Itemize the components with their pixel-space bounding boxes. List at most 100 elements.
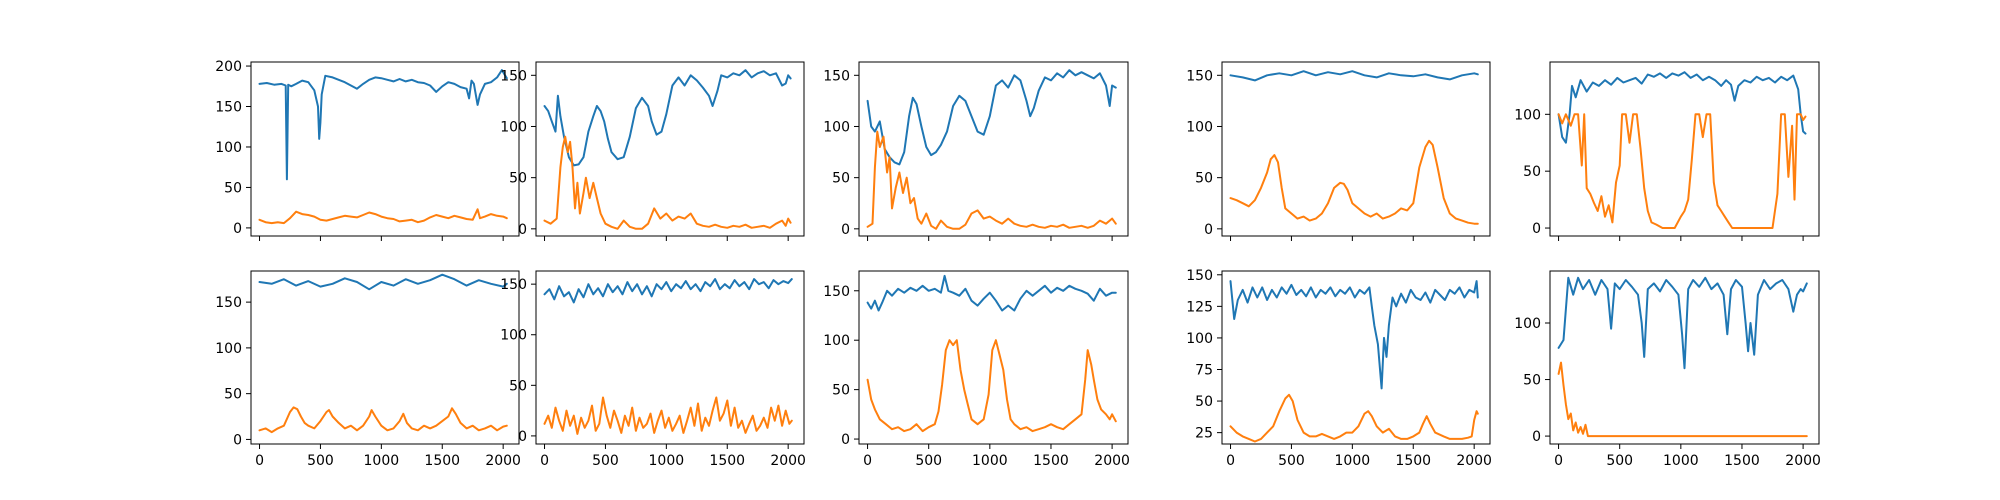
subplot-5-series-1-line (1557, 71, 1807, 144)
y-tick-label: 150 (1186, 268, 1213, 284)
x-tick-label: 1000 (649, 453, 685, 469)
y-tick-label: 100 (1186, 119, 1213, 135)
x-tick-label: 2000 (1785, 453, 1821, 469)
y-tick-label: 25 (1195, 426, 1213, 442)
subplot-10-series-2-line (1557, 361, 1808, 438)
y-tick-label: 150 (823, 68, 850, 84)
subplot-3-series-2-line (866, 130, 1117, 230)
subplot-3-axes-frame (858, 61, 1129, 237)
y-tick-label: 125 (1186, 299, 1213, 315)
y-tick-label: 0 (1532, 429, 1541, 445)
subplot-8-series-1-line (866, 274, 1117, 312)
y-tick-label: 100 (500, 119, 527, 135)
x-tick-label: 1500 (1033, 453, 1069, 469)
subplot-6-series-2-line (258, 406, 508, 434)
y-tick-label: 100 (215, 140, 242, 156)
subplot-3: 0 50 100 150 (823, 61, 1129, 241)
subplot-9-series-1-line (1229, 280, 1479, 390)
subplot-1-axes-frame (250, 61, 520, 237)
subplot-8-series-2-line (866, 339, 1117, 433)
y-tick-label: 100 (1514, 107, 1541, 123)
subplot-2-axes-frame (535, 61, 805, 237)
subplot-4-series-1-line (1229, 70, 1479, 82)
subplot-5-series-2-line (1557, 113, 1807, 229)
y-tick-label: 75 (1195, 362, 1213, 378)
subplot-4-series-2-line (1229, 139, 1479, 225)
y-tick-label: 150 (1186, 68, 1213, 84)
subplot-6-axes-frame (250, 270, 520, 445)
subplot-4: 0 50 100 150 (1186, 61, 1491, 241)
subplot-2-series-1-line (543, 69, 792, 167)
x-tick-label: 2000 (770, 453, 806, 469)
x-tick-label: 500 (915, 453, 942, 469)
y-tick-label: 0 (1532, 221, 1541, 237)
subplot-5-axes-frame (1549, 61, 1820, 237)
y-tick-label: 100 (823, 119, 850, 135)
y-tick-label: 150 (215, 100, 242, 116)
x-tick-label: 0 (255, 453, 264, 469)
y-tick-label: 50 (1195, 394, 1213, 410)
x-tick-label: 1500 (424, 453, 460, 469)
subplot-10-axes-frame (1549, 270, 1820, 445)
y-tick-label: 0 (1204, 222, 1213, 238)
y-tick-label: 0 (841, 222, 850, 238)
subplot-10-series-1-line (1557, 276, 1808, 370)
x-tick-label: 1000 (1663, 453, 1699, 469)
y-tick-label: 50 (1523, 373, 1541, 389)
subplot-1-series-1-line (258, 69, 508, 181)
subplot-2: 0 50 100 150 (500, 61, 805, 241)
x-tick-label: 0 (863, 453, 872, 469)
y-tick-label: 100 (500, 328, 527, 344)
subplot-3-series-1-line (866, 69, 1117, 166)
x-tick-label: 1000 (1335, 453, 1371, 469)
y-tick-label: 0 (841, 432, 850, 448)
subplot-5: 0 50 100 (1514, 61, 1820, 241)
y-tick-label: 150 (500, 68, 527, 84)
subplot-9-axes-frame (1221, 270, 1491, 445)
x-tick-label: 1000 (972, 453, 1008, 469)
y-tick-label: 200 (215, 59, 242, 75)
subplot-2-series-2-line (543, 135, 792, 230)
x-tick-label: 0 (1226, 453, 1235, 469)
y-tick-label: 50 (224, 180, 242, 196)
y-tick-label: 100 (215, 341, 242, 357)
subplot-4-axes-frame (1221, 61, 1491, 237)
y-tick-label: 150 (215, 295, 242, 311)
x-tick-label: 1500 (709, 453, 745, 469)
y-tick-label: 50 (509, 378, 527, 394)
x-tick-label: 0 (540, 453, 549, 469)
y-tick-label: 50 (224, 387, 242, 403)
y-tick-label: 150 (823, 284, 850, 300)
x-tick-label: 500 (592, 453, 619, 469)
x-tick-label: 1000 (364, 453, 400, 469)
x-tick-label: 500 (1606, 453, 1633, 469)
y-tick-label: 0 (233, 221, 242, 237)
y-tick-label: 50 (832, 171, 850, 187)
y-tick-label: 100 (1186, 331, 1213, 347)
subplot-7-axes-frame (535, 270, 805, 445)
subplot-1: 0 50 100 150 200 (215, 59, 520, 241)
y-tick-label: 0 (518, 429, 527, 445)
subplot-8-axes-frame (858, 270, 1129, 445)
y-tick-label: 100 (1514, 316, 1541, 332)
y-tick-label: 100 (823, 333, 850, 349)
x-tick-label: 1500 (1395, 453, 1431, 469)
y-tick-label: 50 (1523, 164, 1541, 180)
subplot-6-series-1-line (258, 273, 508, 291)
subplot-1-series-2-line (258, 208, 508, 225)
y-tick-label: 0 (518, 222, 527, 238)
y-tick-label: 50 (832, 383, 850, 399)
subplot-9-series-2-line (1229, 393, 1479, 443)
subplot-7-series-1-line (543, 278, 793, 304)
subplot-7-series-2-line (543, 396, 793, 435)
y-tick-label: 50 (1195, 171, 1213, 187)
y-tick-label: 50 (509, 171, 527, 187)
y-tick-label: 0 (233, 432, 242, 448)
y-tick-label: 150 (500, 277, 527, 293)
